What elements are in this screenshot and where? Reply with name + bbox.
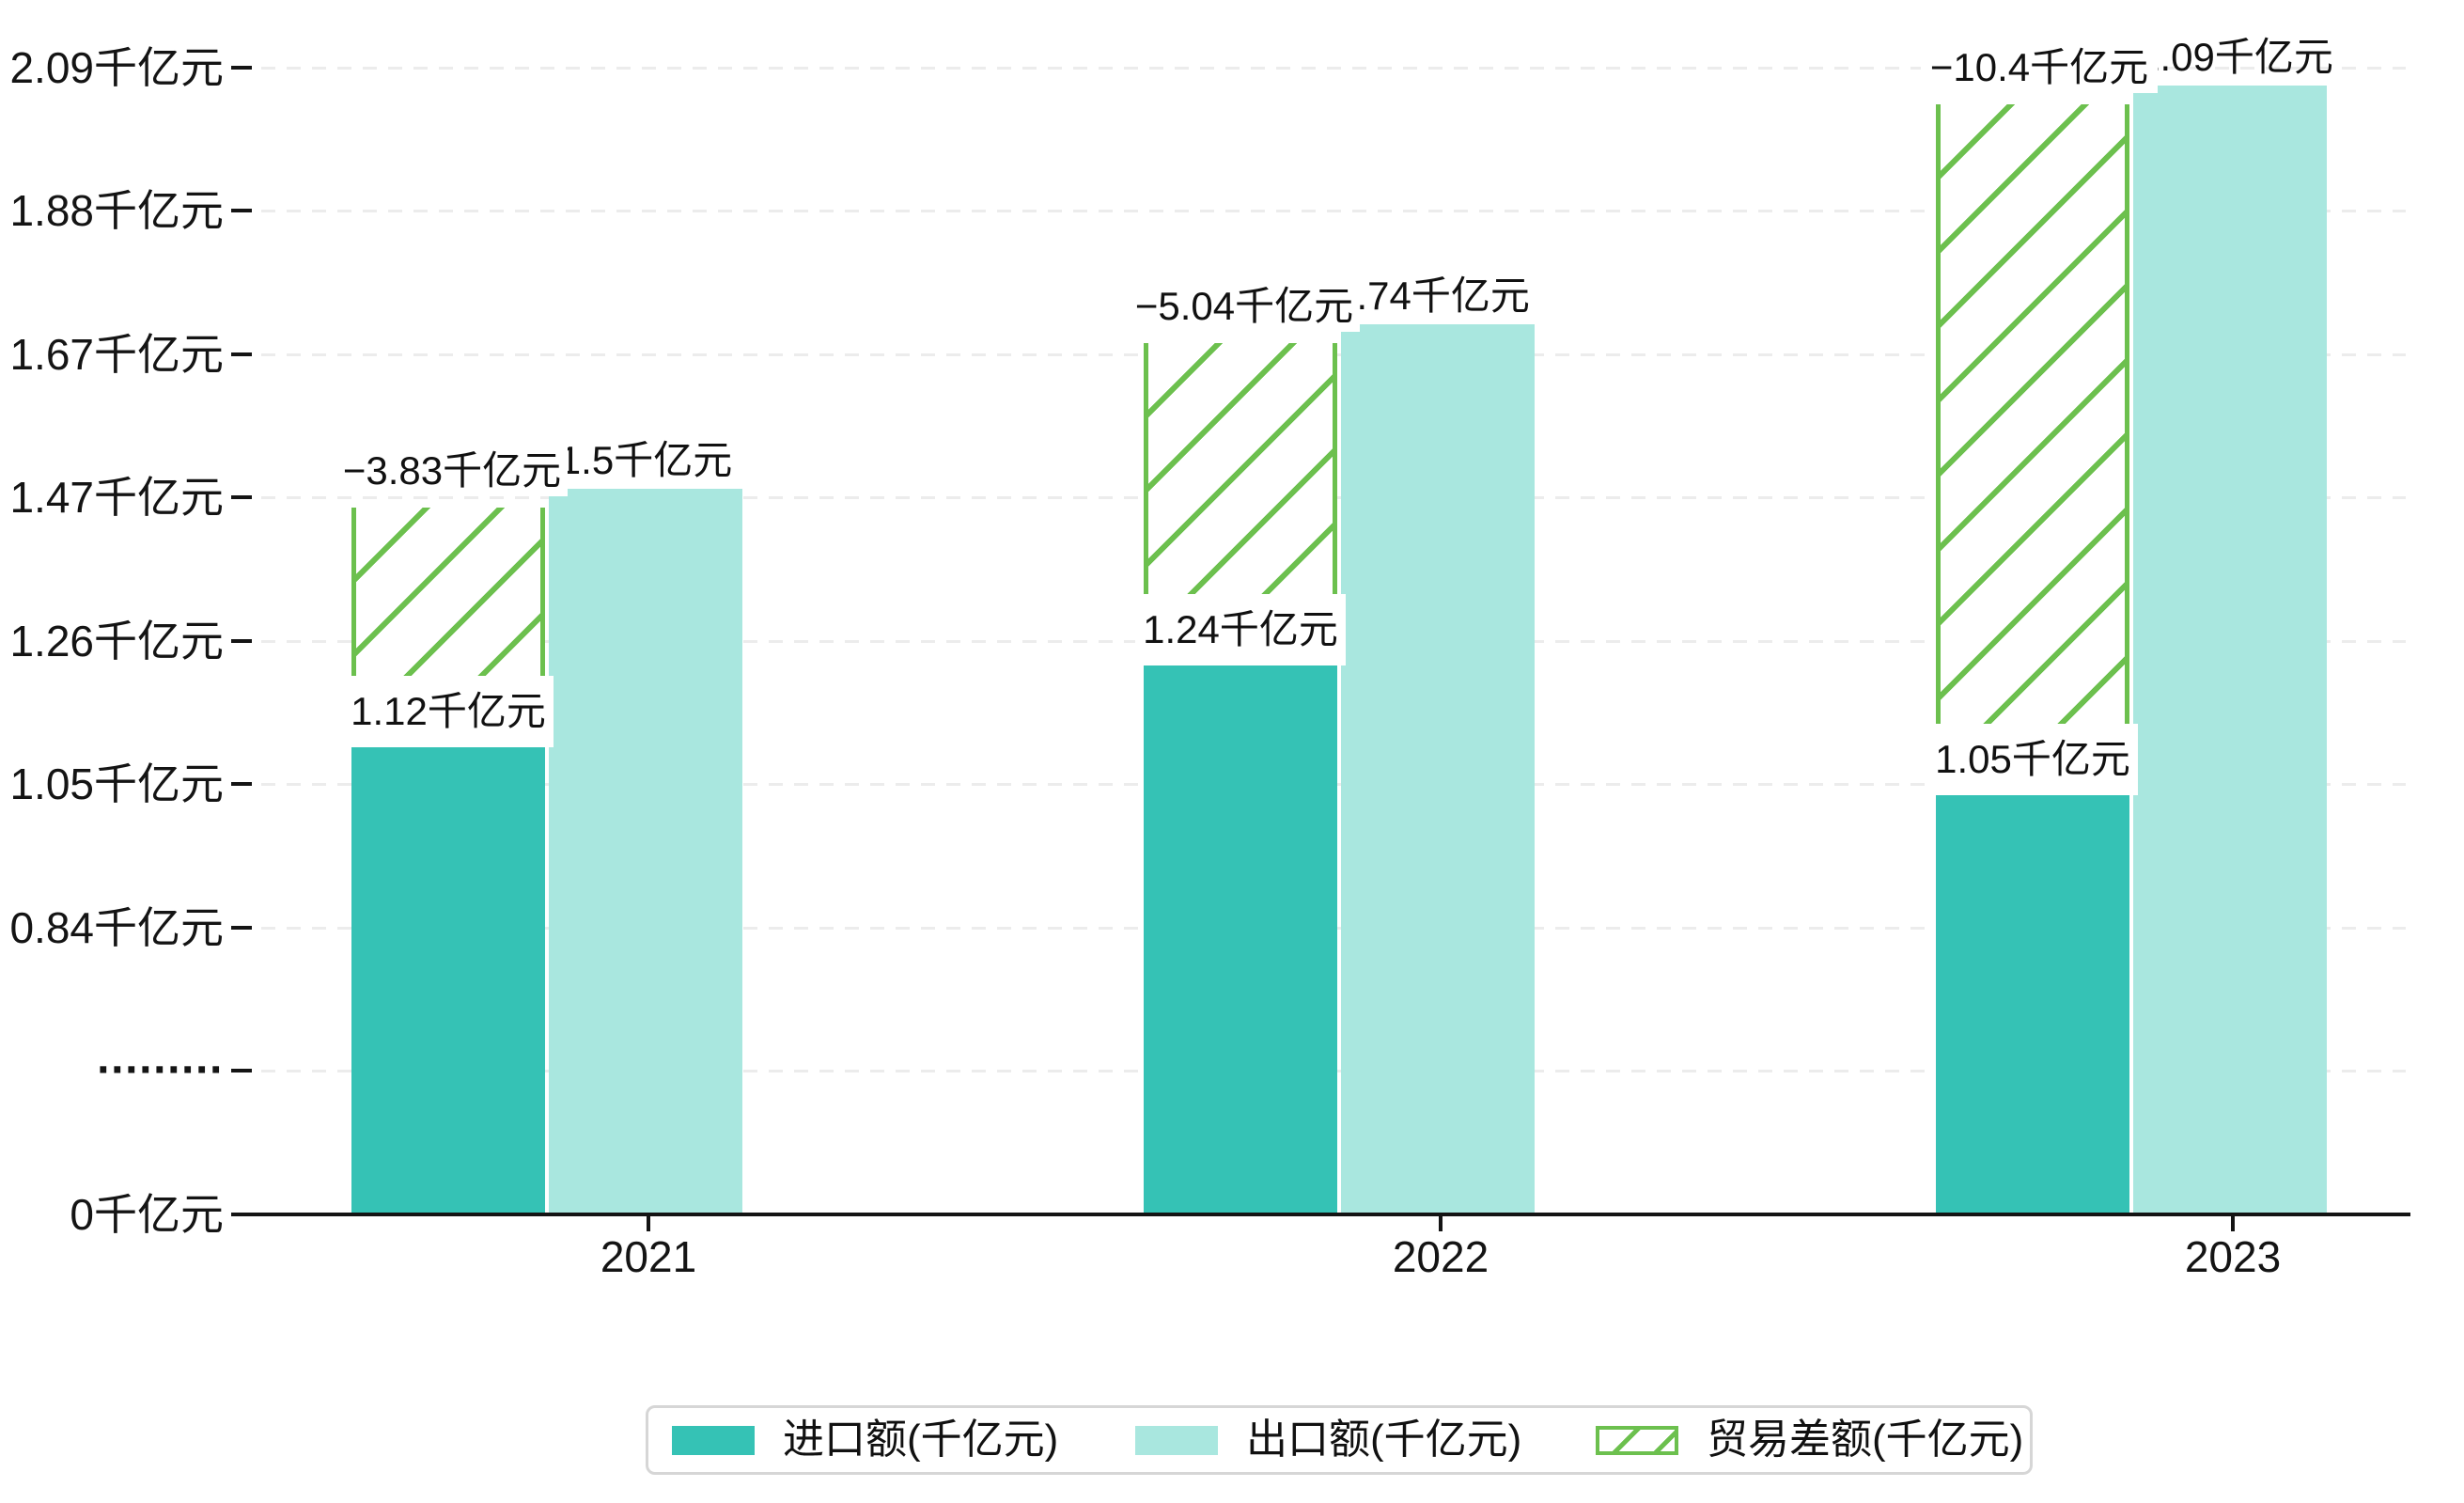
import-value-label: 1.24千亿元 [1135, 594, 1346, 666]
y-axis-tick [231, 1069, 252, 1072]
trade-balance-bar [1936, 104, 2129, 796]
import-bar [1936, 795, 2129, 1214]
y-axis-tick-label: 1.67千亿元 [9, 330, 224, 379]
legend-item-export[interactable]: 出口额(千亿元) [1135, 1408, 1584, 1472]
legend-item-label: 出口额(千亿元) [1246, 1417, 1522, 1463]
legend-item-import[interactable]: 进口额(千亿元) [672, 1408, 1121, 1472]
x-axis-tick [1439, 1216, 1443, 1231]
y-axis-tick-label: ········· [97, 1045, 225, 1095]
export-value-label: 1.5千亿元 [558, 437, 733, 482]
x-axis-tick [2231, 1216, 2235, 1231]
y-axis-tick [231, 639, 252, 643]
y-axis-tick [231, 352, 252, 356]
y-axis-tick-label: 1.88千亿元 [9, 186, 224, 235]
x-axis-line [238, 1213, 2410, 1216]
trade-balance-value-label: −3.83千亿元 [336, 445, 568, 496]
y-axis-tick-label: 1.26千亿元 [9, 617, 224, 665]
trade-balance-value-label: −5.04千亿元 [1129, 281, 1360, 333]
export-bar [2133, 86, 2327, 1214]
legend-swatch-import-icon [672, 1426, 755, 1455]
import-bar [351, 747, 545, 1214]
y-axis-tick-label: 1.05千亿元 [9, 759, 224, 808]
y-axis-tick-label: 1.47千亿元 [9, 473, 224, 522]
legend-item-label: 贸易差额(千亿元) [1707, 1417, 2024, 1463]
import-value-label: 1.05千亿元 [1927, 724, 2138, 796]
export-value-label: 2.09千亿元 [2138, 35, 2333, 80]
y-axis-tick [231, 782, 252, 786]
plot-area: 2.09千亿元 1.88千亿元 1.67千亿元 1.47千亿元 1.26千亿元 1.05千… [9, 35, 2406, 1281]
export-bar [549, 488, 742, 1214]
legend-item-label: 进口额(千亿元) [783, 1417, 1059, 1463]
y-axis-tick-label: 0.84千亿元 [9, 903, 224, 952]
legend: 进口额(千亿元) 出口额(千亿元) 贸易差额(千亿元) [646, 1405, 2033, 1475]
export-value-label: 1.74千亿元 [1334, 274, 1530, 319]
y-axis-tick-label: 2.09千亿元 [9, 43, 224, 92]
y-axis-tick-label: 0千亿元 [70, 1190, 224, 1239]
x-axis-tick-label: 2022 [1392, 1232, 1489, 1281]
import-bar [1144, 665, 1337, 1214]
x-axis-tick-label: 2021 [600, 1232, 697, 1281]
y-axis-tick [231, 926, 252, 930]
export-bar [1341, 324, 1535, 1214]
legend-swatch-trade-balance-icon [1596, 1426, 1678, 1455]
x-axis-tick [647, 1216, 650, 1231]
x-axis-tick-label: 2023 [2184, 1232, 2282, 1281]
y-axis-tick [231, 209, 252, 212]
legend-swatch-export-icon [1135, 1426, 1218, 1455]
y-axis-tick [231, 66, 252, 70]
gridline [261, 67, 2406, 70]
y-axis-tick [231, 495, 252, 499]
import-value-label: 1.12千亿元 [343, 676, 554, 748]
legend-item-trade-balance[interactable]: 贸易差额(千亿元) [1596, 1408, 2045, 1472]
trade-balance-value-label: −10.4千亿元 [1921, 42, 2158, 94]
gridline [261, 210, 2406, 212]
